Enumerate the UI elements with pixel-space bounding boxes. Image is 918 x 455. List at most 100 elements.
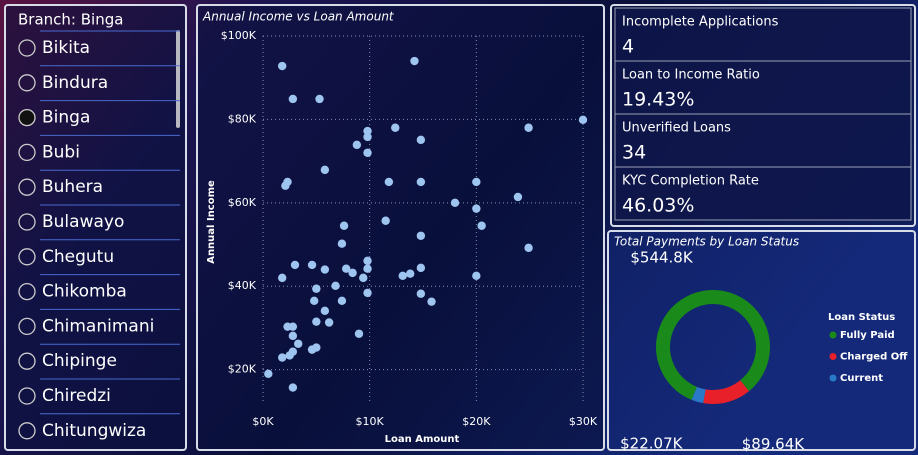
card-value: 4 <box>622 36 634 58</box>
card <box>614 60 912 115</box>
chart-title: Annual Income vs Loan Amount <box>202 10 395 24</box>
slicer-item[interactable]: Chipinge <box>42 351 117 371</box>
slicer-item[interactable]: Bulawayo <box>42 212 124 232</box>
slicer-item[interactable]: Binga <box>42 108 90 128</box>
x-tick-label: $30K <box>569 415 598 428</box>
point <box>363 256 372 265</box>
y-axis-title: Annual Income <box>206 180 217 264</box>
point <box>381 216 390 225</box>
legend-label: Charged Off <box>840 352 908 363</box>
point <box>410 56 419 66</box>
point <box>352 140 362 150</box>
point <box>288 331 298 341</box>
point <box>288 383 298 392</box>
point <box>307 345 317 354</box>
slicer-item[interactable]: Buhera <box>42 177 103 197</box>
radio <box>18 178 36 196</box>
point <box>315 94 324 104</box>
point <box>290 260 300 270</box>
card-label: Loan to Income Ratio <box>622 68 760 83</box>
donut-segment <box>703 380 750 404</box>
legend-label: Current <box>840 373 883 384</box>
slicer-item[interactable]: Chikomba <box>42 282 127 302</box>
card-value: 34 <box>622 142 646 164</box>
slicer-item[interactable]: Bubi <box>42 142 80 162</box>
point <box>294 339 303 348</box>
point <box>363 132 372 142</box>
point <box>416 177 426 187</box>
point <box>363 264 372 273</box>
point <box>472 204 481 213</box>
point <box>359 273 368 283</box>
point <box>310 296 319 306</box>
slicer-item[interactable]: Bindura <box>42 73 108 93</box>
point <box>278 273 287 283</box>
point <box>524 123 533 132</box>
point <box>450 198 460 208</box>
card-label: Incomplete Applications <box>622 15 779 30</box>
point <box>348 268 357 278</box>
legend-marker <box>829 331 837 339</box>
point <box>312 317 321 326</box>
card <box>614 7 912 62</box>
point <box>264 369 273 379</box>
radio <box>18 143 36 162</box>
card-label: Unverified Loans <box>622 121 731 136</box>
point <box>331 281 340 291</box>
point <box>406 269 415 278</box>
point <box>285 351 294 360</box>
y-tick-label: $20K <box>228 363 257 376</box>
point <box>416 289 426 298</box>
point <box>363 148 372 157</box>
legend-title: Loan Status <box>828 312 895 323</box>
point <box>398 271 407 281</box>
card-label: KYC Completion Rate <box>622 174 759 189</box>
x-tick-label: $10K <box>356 415 385 428</box>
point <box>339 221 349 230</box>
data-label: $544.8K <box>630 248 693 266</box>
slicer-item[interactable]: Chitungwiza <box>42 421 146 441</box>
radio <box>18 317 36 336</box>
x-axis-title: Loan Amount <box>385 434 460 445</box>
point <box>363 288 372 298</box>
x-tick-label: $20K <box>462 415 491 428</box>
point <box>312 284 321 293</box>
scatter-panel <box>196 4 605 451</box>
y-tick-label: $60K <box>228 196 257 209</box>
y-tick-label: $80K <box>228 112 257 125</box>
slicer-item[interactable]: Chiredzi <box>42 386 111 406</box>
data-label: $89.64K <box>742 435 805 453</box>
point <box>288 322 298 331</box>
donut-segment <box>691 386 706 404</box>
point <box>342 264 351 273</box>
point <box>384 177 394 187</box>
radio <box>18 248 36 266</box>
legend-marker <box>829 353 837 360</box>
point <box>472 177 481 187</box>
point <box>513 192 523 202</box>
point <box>416 135 426 145</box>
legend-label: Fully Paid <box>840 330 895 341</box>
donut-segment <box>656 290 770 400</box>
legend-marker <box>829 374 837 382</box>
radio <box>18 74 36 92</box>
point <box>337 239 347 248</box>
chart-title: Total Payments by Loan Status <box>614 235 799 249</box>
point <box>278 61 287 71</box>
radio <box>18 352 36 370</box>
point <box>391 123 400 132</box>
point <box>477 221 486 230</box>
point <box>337 296 347 306</box>
card-value: 19.43% <box>622 89 694 111</box>
point <box>416 263 426 273</box>
slicer-item[interactable]: Bikita <box>42 38 90 58</box>
card <box>614 113 912 168</box>
radio <box>18 387 36 405</box>
slicer-item[interactable]: Chimanimani <box>42 316 154 336</box>
y-tick-label: $100K <box>221 29 257 42</box>
point <box>524 243 533 253</box>
slicer-item[interactable]: Chegutu <box>42 247 114 267</box>
card <box>614 166 912 221</box>
point <box>324 318 334 327</box>
point <box>281 181 290 190</box>
